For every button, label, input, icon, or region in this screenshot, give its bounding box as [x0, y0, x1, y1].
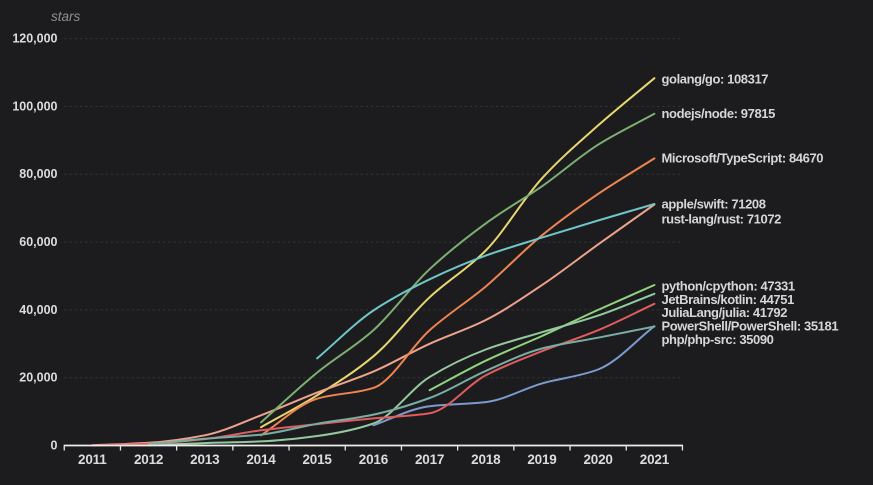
svg-text:2013: 2013 — [190, 452, 220, 467]
svg-text:2011: 2011 — [78, 452, 107, 467]
svg-text:rust-lang/rust: 71072: rust-lang/rust: 71072 — [662, 212, 782, 227]
svg-text:golang/go: 108317: golang/go: 108317 — [662, 72, 769, 87]
svg-text:Microsoft/TypeScript: 84670: Microsoft/TypeScript: 84670 — [662, 150, 824, 165]
svg-text:100,000: 100,000 — [12, 99, 57, 113]
svg-text:nodejs/node: 97815: nodejs/node: 97815 — [662, 106, 776, 121]
svg-text:2020: 2020 — [583, 452, 612, 467]
svg-text:python/cpython: 47331: python/cpython: 47331 — [662, 279, 795, 294]
svg-text:20,000: 20,000 — [19, 371, 57, 385]
svg-text:60,000: 60,000 — [19, 235, 57, 249]
svg-text:80,000: 80,000 — [19, 167, 57, 181]
svg-text:2017: 2017 — [415, 452, 444, 467]
svg-text:PowerShell/PowerShell: 35181: PowerShell/PowerShell: 35181 — [662, 319, 839, 334]
svg-text:stars: stars — [51, 9, 81, 24]
svg-text:2019: 2019 — [527, 452, 556, 467]
svg-text:2021: 2021 — [640, 452, 670, 467]
svg-text:2016: 2016 — [359, 452, 389, 467]
svg-text:apple/swift: 71208: apple/swift: 71208 — [662, 197, 766, 212]
svg-text:JetBrains/kotlin: 44751: JetBrains/kotlin: 44751 — [662, 292, 795, 307]
svg-text:JuliaLang/julia: 41792: JuliaLang/julia: 41792 — [662, 305, 788, 320]
svg-text:2014: 2014 — [246, 452, 276, 467]
svg-text:120,000: 120,000 — [12, 32, 57, 46]
svg-text:php/php-src: 35090: php/php-src: 35090 — [662, 332, 774, 347]
svg-text:0: 0 — [51, 439, 58, 453]
svg-text:2012: 2012 — [134, 452, 163, 467]
svg-text:40,000: 40,000 — [19, 303, 57, 317]
svg-text:2015: 2015 — [302, 452, 332, 467]
svg-text:2018: 2018 — [471, 452, 501, 467]
